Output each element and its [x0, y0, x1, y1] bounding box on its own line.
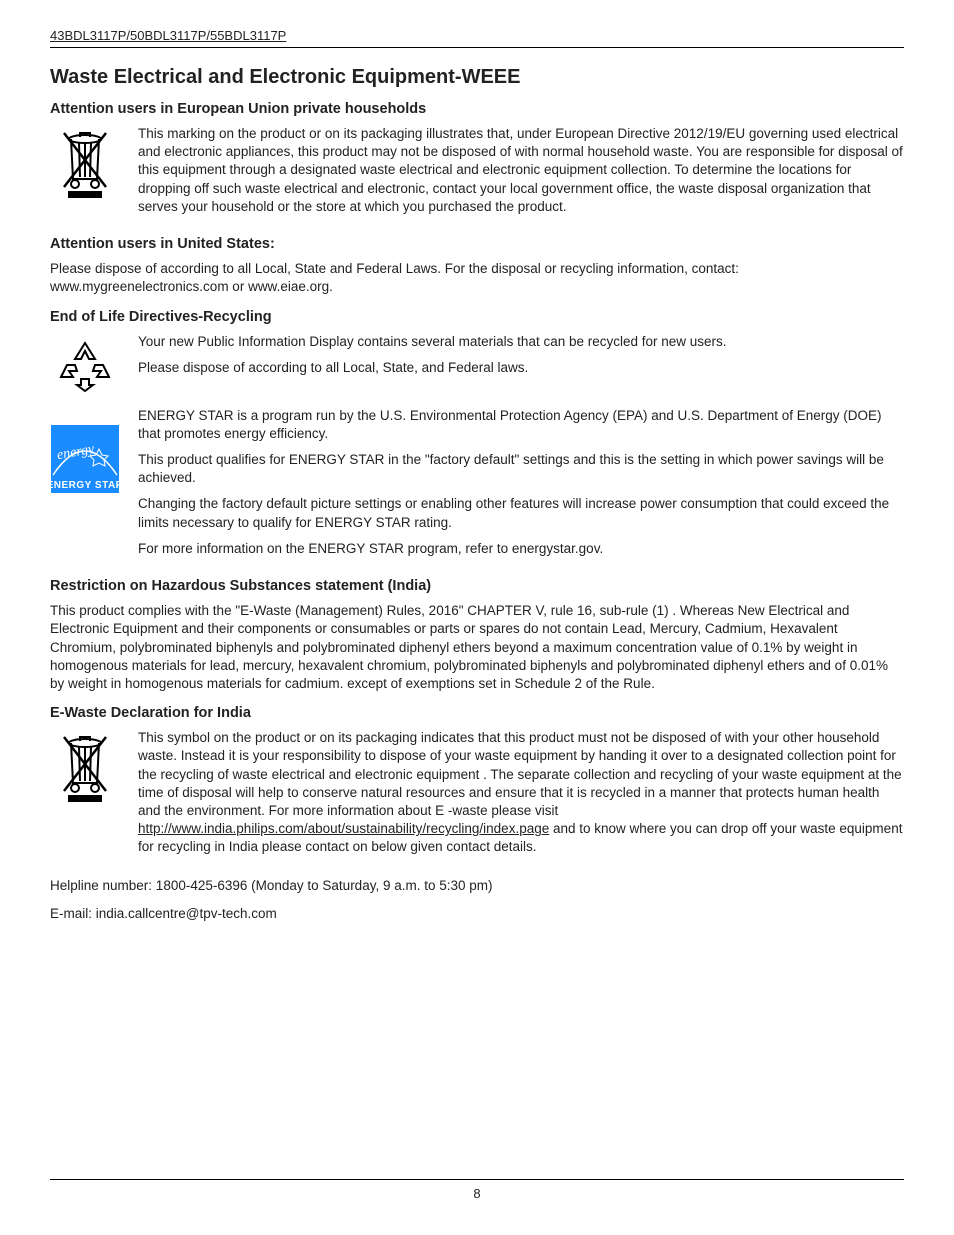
section-eu: This marking on the product or on its pa… [50, 125, 904, 224]
page-footer: 8 [50, 1179, 904, 1201]
text-energystar: ENERGY STAR is a program run by the U.S.… [138, 407, 904, 567]
heading-us: Attention users in United States: [50, 236, 904, 252]
para-eu: This marking on the product or on its pa… [138, 125, 904, 216]
heading-eu: Attention users in European Union privat… [50, 101, 904, 117]
para-es-3: Changing the factory default picture set… [138, 495, 904, 531]
para-es-1: ENERGY STAR is a program run by the U.S.… [138, 407, 904, 443]
weee-bin-icon-india [50, 729, 120, 803]
section-eol: Your new Public Information Display cont… [50, 333, 904, 397]
heading-india-rohs: Restriction on Hazardous Substances stat… [50, 578, 904, 594]
recycle-icon [50, 333, 120, 397]
para-us: Please dispose of according to all Local… [50, 260, 904, 296]
main-title: Waste Electrical and Electronic Equipmen… [50, 66, 904, 89]
section-india-ewaste: This symbol on the product or on its pac… [50, 729, 904, 865]
text-eu: This marking on the product or on its pa… [138, 125, 904, 224]
page-content: 43BDL3117P/50BDL3117P/55BDL3117P Waste E… [0, 0, 954, 923]
heading-india-ewaste: E-Waste Declaration for India [50, 705, 904, 721]
india-email: E-mail: india.callcentre@tpv-tech.com [50, 905, 904, 923]
text-eol: Your new Public Information Display cont… [138, 333, 727, 385]
energy-star-icon: energy ENERGY STAR [50, 407, 120, 493]
section-energystar: energy ENERGY STAR ENERGY STAR is a prog… [50, 407, 904, 567]
india-helpline: Helpline number: 1800-425-6396 (Monday t… [50, 877, 904, 895]
para-india-ewaste: This symbol on the product or on its pac… [138, 729, 904, 857]
para-es-4: For more information on the ENERGY STAR … [138, 540, 904, 558]
para-india-pre: This symbol on the product or on its pac… [138, 730, 902, 818]
para-eol-2: Please dispose of according to all Local… [138, 359, 727, 377]
header-model-line: 43BDL3117P/50BDL3117P/55BDL3117P [50, 28, 904, 48]
text-india-ewaste: This symbol on the product or on its pac… [138, 729, 904, 865]
para-india-rohs: This product complies with the "E-Waste … [50, 602, 904, 693]
heading-eol: End of Life Directives-Recycling [50, 309, 904, 325]
weee-bin-icon [50, 125, 120, 199]
page-number: 8 [473, 1186, 480, 1201]
para-es-2: This product qualifies for ENERGY STAR i… [138, 451, 904, 487]
india-ewaste-link[interactable]: http://www.india.philips.com/about/susta… [138, 821, 549, 836]
para-eol-1: Your new Public Information Display cont… [138, 333, 727, 351]
